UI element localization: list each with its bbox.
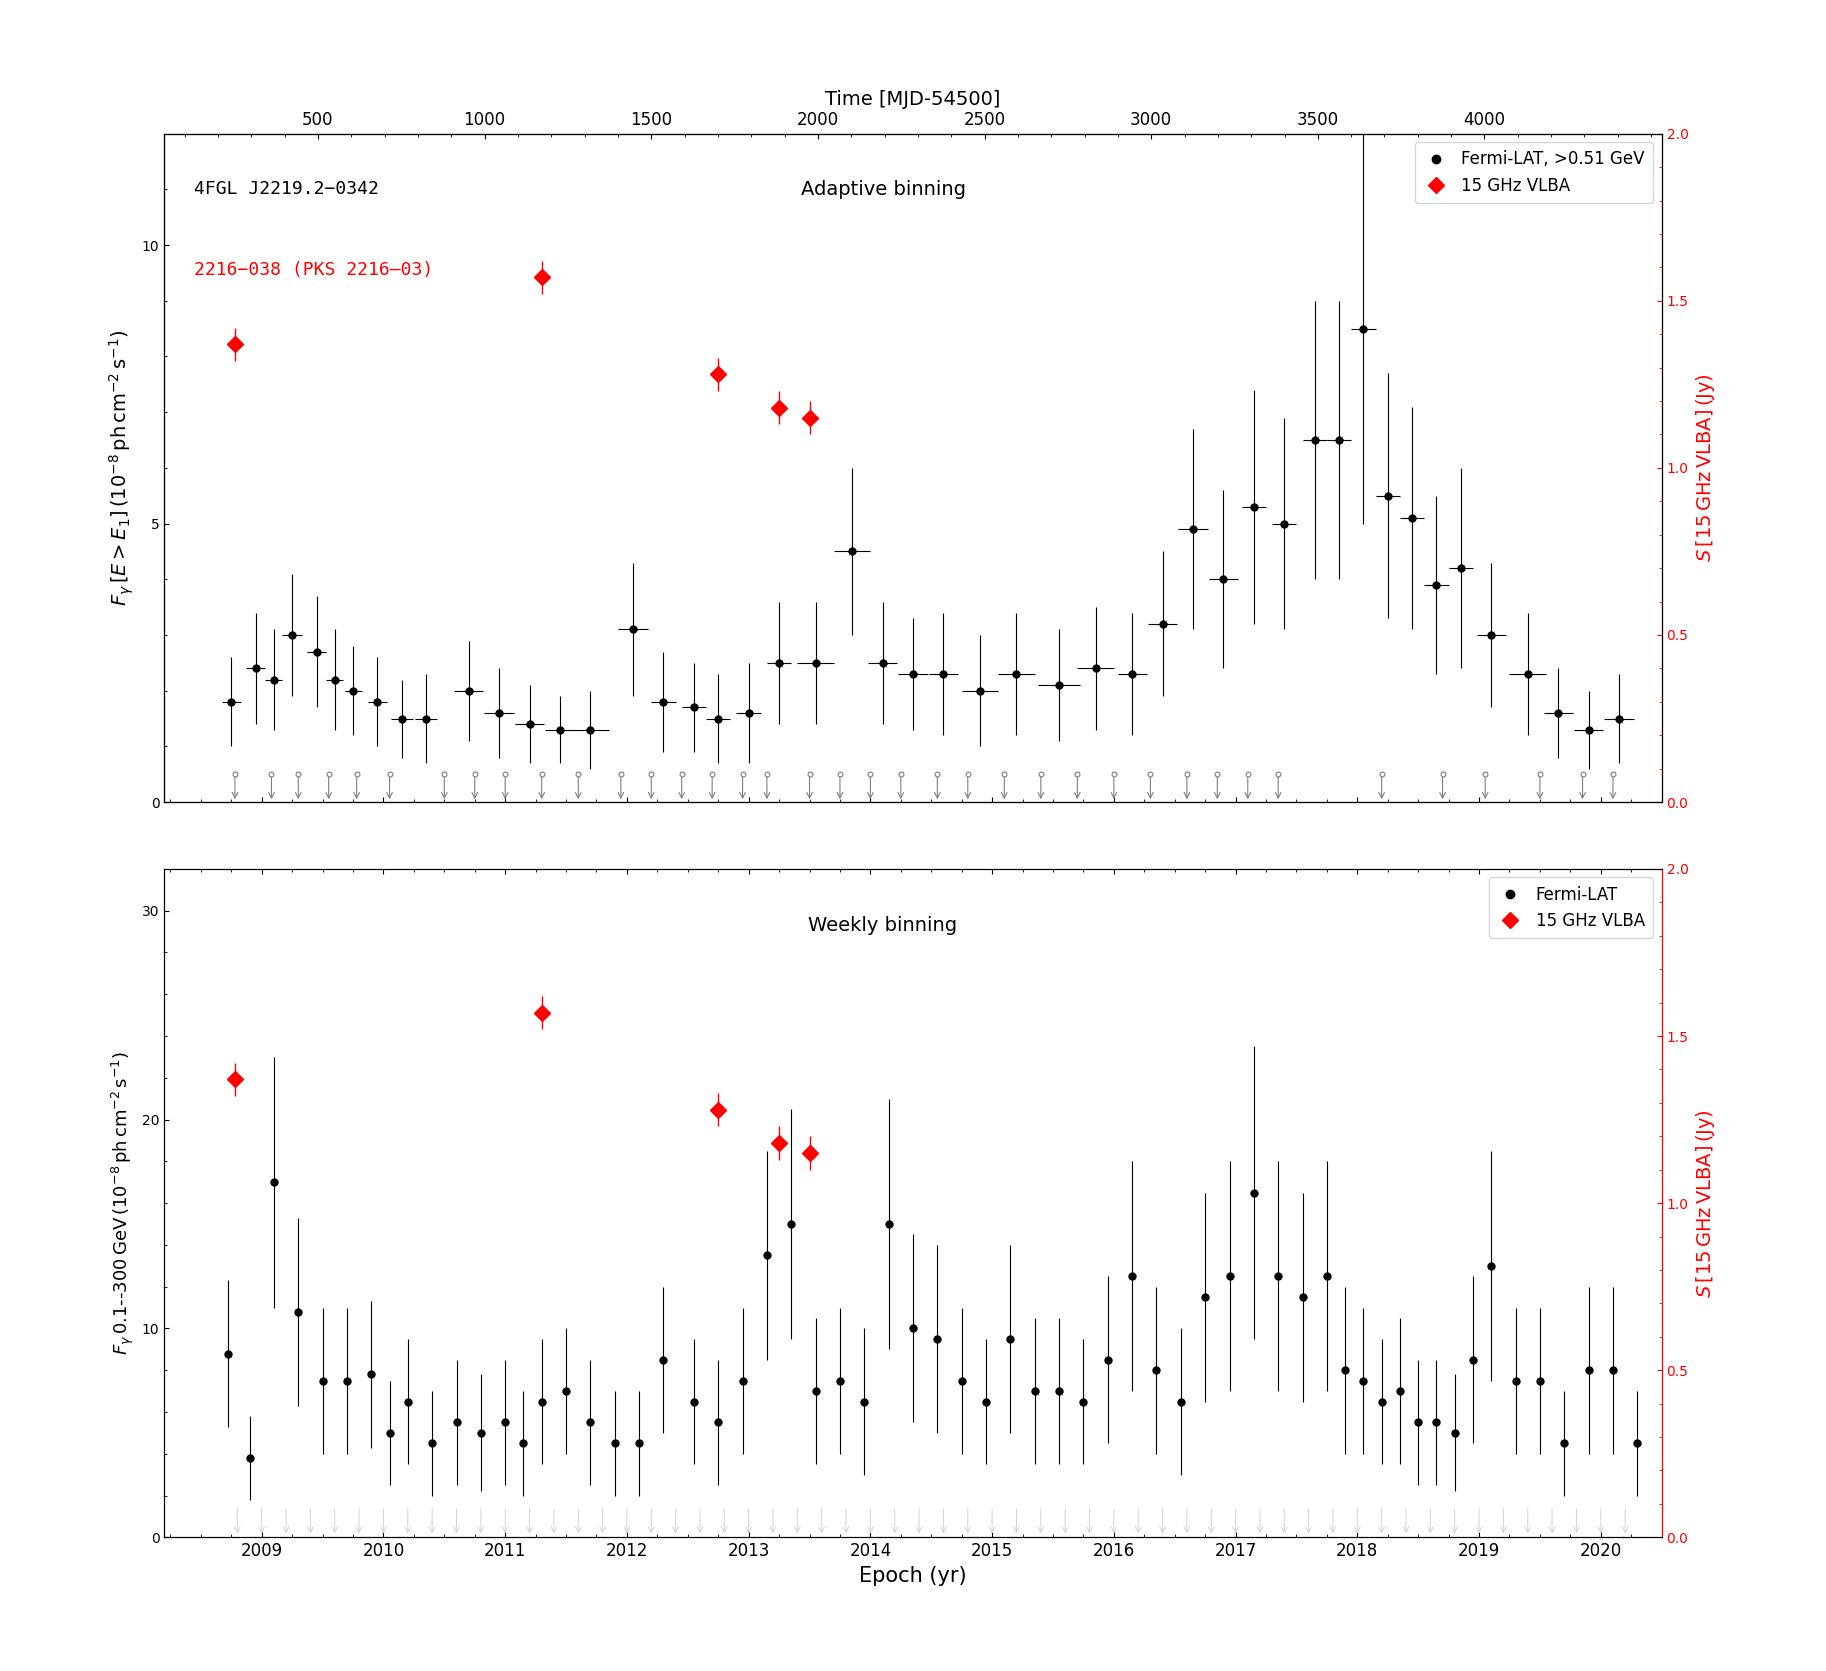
Text: Weekly binning: Weekly binning: [809, 916, 957, 934]
X-axis label: Time [MJD-54500]: Time [MJD-54500]: [825, 90, 1001, 109]
Y-axis label: $S\,[15\,\mathrm{GHz\,VLBA}]\,(\mathrm{Jy})$: $S\,[15\,\mathrm{GHz\,VLBA}]\,(\mathrm{J…: [1695, 373, 1716, 563]
Legend: Fermi-LAT, 15 GHz VLBA: Fermi-LAT, 15 GHz VLBA: [1490, 877, 1653, 937]
Text: Adaptive binning: Adaptive binning: [800, 180, 966, 199]
Text: 4FGL J2219.2−0342: 4FGL J2219.2−0342: [194, 180, 380, 199]
Y-axis label: $S\,[15\,\mathrm{GHz\,VLBA}]\,(\mathrm{Jy})$: $S\,[15\,\mathrm{GHz\,VLBA}]\,(\mathrm{J…: [1695, 1108, 1716, 1298]
Y-axis label: $F_\gamma\,0.1\text{--}300\,\mathrm{GeV}\,(10^{-8}\,\mathrm{ph\,cm^{-2}\,s^{-1}}: $F_\gamma\,0.1\text{--}300\,\mathrm{GeV}…: [110, 1051, 137, 1355]
Y-axis label: $F_\gamma\,[E>E_1]\,(10^{-8}\,\mathrm{ph\,cm^{-2}\,s^{-1}})$: $F_\gamma\,[E>E_1]\,(10^{-8}\,\mathrm{ph…: [108, 329, 137, 607]
Text: 2216−038 (PKS 2216‒03): 2216−038 (PKS 2216‒03): [194, 261, 433, 279]
Legend: Fermi-LAT, >0.51 GeV, 15 GHz VLBA: Fermi-LAT, >0.51 GeV, 15 GHz VLBA: [1415, 142, 1653, 202]
X-axis label: Epoch (yr): Epoch (yr): [860, 1566, 966, 1586]
